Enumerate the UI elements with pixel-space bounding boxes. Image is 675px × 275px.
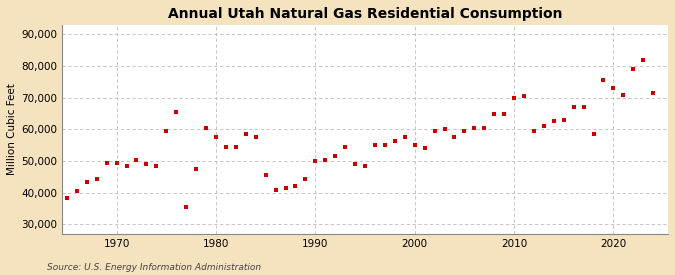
Point <box>101 161 112 165</box>
Point <box>300 176 310 181</box>
Point <box>409 143 420 147</box>
Point <box>131 157 142 162</box>
Point <box>419 146 430 151</box>
Point <box>171 110 182 114</box>
Point <box>320 157 331 162</box>
Point <box>439 127 450 132</box>
Point <box>389 138 400 143</box>
Point <box>638 57 649 62</box>
Point <box>518 94 529 98</box>
Point <box>449 135 460 139</box>
Point <box>181 205 192 209</box>
Point <box>250 135 261 139</box>
Point <box>489 111 500 116</box>
Point <box>151 164 162 168</box>
Point <box>360 164 371 168</box>
Point <box>280 186 291 190</box>
Point <box>400 135 410 139</box>
Point <box>330 154 341 159</box>
Point <box>608 86 619 90</box>
Point <box>369 143 380 147</box>
Point <box>211 135 221 139</box>
Point <box>429 129 440 133</box>
Point <box>72 189 82 193</box>
Point <box>221 145 232 149</box>
Point <box>61 195 72 200</box>
Point <box>469 126 480 130</box>
Point <box>479 126 489 130</box>
Point <box>568 105 579 109</box>
Point <box>121 164 132 168</box>
Point <box>578 105 589 109</box>
Point <box>539 124 549 128</box>
Point <box>588 132 599 136</box>
Point <box>628 67 639 72</box>
Point <box>648 91 659 95</box>
Point <box>340 145 350 149</box>
Point <box>270 187 281 192</box>
Point <box>558 118 569 122</box>
Title: Annual Utah Natural Gas Residential Consumption: Annual Utah Natural Gas Residential Cons… <box>168 7 562 21</box>
Point <box>161 129 171 133</box>
Point <box>230 145 241 149</box>
Y-axis label: Million Cubic Feet: Million Cubic Feet <box>7 84 17 175</box>
Point <box>91 176 102 181</box>
Point <box>82 180 92 184</box>
Text: Source: U.S. Energy Information Administration: Source: U.S. Energy Information Administ… <box>47 263 261 272</box>
Point <box>200 126 211 130</box>
Point <box>499 111 510 116</box>
Point <box>240 132 251 136</box>
Point <box>379 143 390 147</box>
Point <box>509 95 520 100</box>
Point <box>141 162 152 166</box>
Point <box>459 129 470 133</box>
Point <box>529 129 539 133</box>
Point <box>310 159 321 163</box>
Point <box>290 184 301 189</box>
Point <box>191 167 202 171</box>
Point <box>598 78 609 82</box>
Point <box>350 162 360 166</box>
Point <box>618 92 628 97</box>
Point <box>261 173 271 178</box>
Point <box>111 161 122 165</box>
Point <box>548 119 559 124</box>
